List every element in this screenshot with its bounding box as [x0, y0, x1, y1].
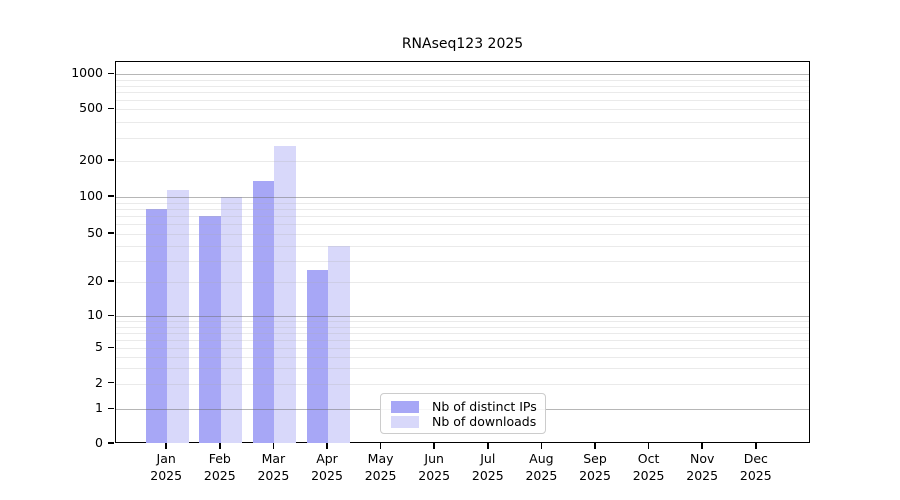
x-tick-mark	[272, 443, 275, 449]
x-tick-label-jul: Jul 2025	[471, 451, 504, 483]
y-tick-mark	[108, 72, 114, 75]
y-tick-mark	[108, 159, 114, 161]
legend-swatch-distinct-ips	[391, 400, 419, 413]
y-tick-label: 1000	[71, 65, 103, 81]
y-tick-mark	[108, 442, 114, 444]
bar-distinct-ips-feb	[199, 216, 221, 443]
legend-swatch-downloads	[391, 415, 419, 428]
x-tick-label-oct: Oct 2025	[632, 451, 665, 483]
x-tick-label-jan: Jan 2025	[150, 451, 183, 483]
x-tick-label-aug: Aug 2025	[525, 451, 558, 483]
chart-title: RNAseq123 2025	[401, 36, 524, 52]
y-tick-label: 2	[95, 374, 103, 390]
x-tick-mark	[487, 443, 489, 449]
x-tick-mark	[594, 443, 596, 449]
bar-downloads-feb	[220, 197, 243, 443]
x-tick-label-apr: Apr 2025	[311, 451, 343, 483]
bar-downloads-mar	[274, 146, 296, 443]
x-tick-mark	[219, 443, 221, 449]
x-tick-label-feb: Feb 2025	[203, 451, 236, 483]
x-tick-label-jun: Jun 2025	[418, 451, 451, 483]
bars-layer	[116, 62, 809, 443]
y-tick-mark	[108, 280, 114, 282]
y-tick-mark	[108, 107, 114, 110]
y-tick-label: 200	[79, 152, 103, 167]
bar-distinct-ips-mar	[252, 181, 275, 443]
legend-label-downloads: Nb of downloads	[432, 414, 537, 429]
y-tick-mark	[108, 407, 114, 410]
bar-distinct-ips-apr	[306, 270, 328, 443]
x-tick-mark	[433, 443, 435, 449]
legend-item-distinct-ips: Nb of distinct IPs	[391, 399, 537, 414]
y-tick-label: 5	[95, 339, 103, 355]
bar-downloads-apr	[328, 245, 350, 443]
x-tick-mark	[326, 443, 328, 449]
y-tick-mark	[108, 346, 114, 349]
y-tick-mark	[108, 314, 114, 317]
x-tick-mark	[165, 443, 167, 449]
x-tick-mark	[379, 443, 382, 449]
bar-downloads-jan	[167, 189, 189, 443]
y-tick-label: 50	[87, 225, 103, 240]
x-tick-mark	[647, 443, 650, 449]
bar-distinct-ips-jan	[145, 208, 168, 443]
y-tick-label: 10	[87, 307, 103, 323]
y-tick-label: 1	[95, 400, 103, 416]
x-tick-label-mar: Mar 2025	[257, 451, 290, 483]
x-tick-mark	[701, 443, 703, 449]
y-tick-mark	[108, 232, 114, 234]
y-tick-mark	[108, 195, 114, 197]
x-tick-mark	[755, 443, 757, 449]
x-tick-label-may: May 2025	[364, 451, 397, 483]
y-tick-label: 0	[95, 435, 103, 450]
x-tick-label-sep: Sep 2025	[579, 451, 611, 483]
x-tick-label-nov: Nov 2025	[686, 451, 719, 483]
y-tick-label: 20	[87, 273, 103, 288]
x-tick-mark	[540, 443, 543, 449]
y-tick-label: 100	[79, 188, 103, 203]
plot-area: Nb of distinct IPs Nb of downloads	[115, 61, 810, 443]
legend-label-distinct-ips: Nb of distinct IPs	[432, 399, 537, 414]
legend-item-downloads: Nb of downloads	[391, 414, 537, 429]
legend: Nb of distinct IPs Nb of downloads	[380, 393, 546, 434]
y-tick-mark	[108, 381, 114, 384]
y-tick-label: 500	[79, 100, 103, 116]
x-tick-label-dec: Dec 2025	[739, 451, 772, 483]
